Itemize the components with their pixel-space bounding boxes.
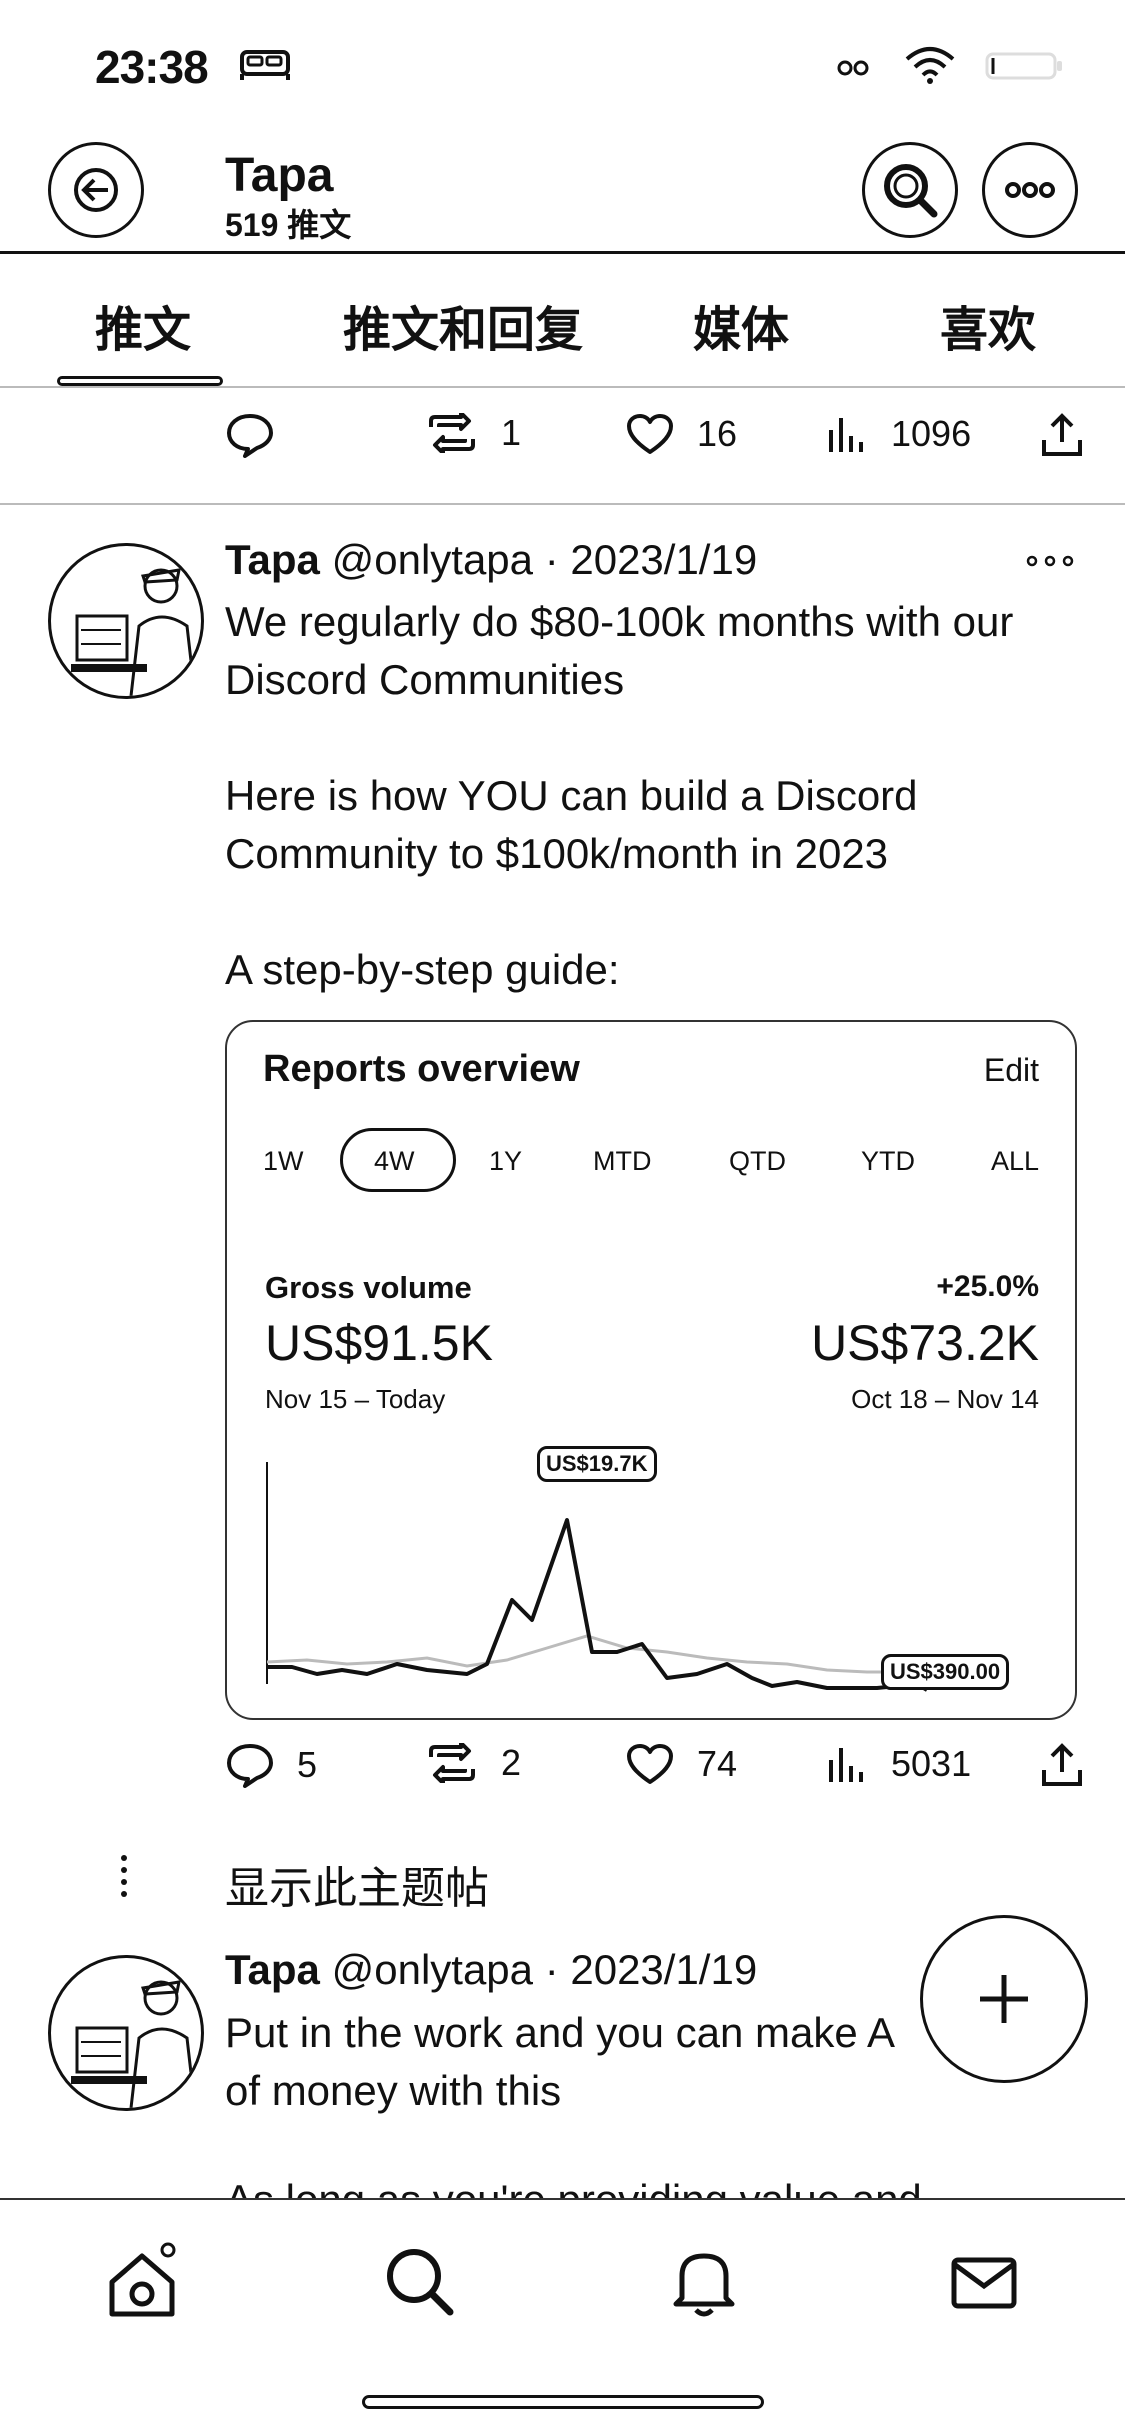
retweet-count: 1 (501, 412, 522, 453)
retweet-icon (429, 413, 475, 453)
card-title: Reports overview (263, 1048, 580, 1090)
views-count: 1096 (891, 413, 972, 454)
views-button[interactable]: 5031 (825, 1742, 971, 1786)
share-icon (1042, 413, 1082, 456)
like-count: 16 (697, 413, 738, 454)
sleep-mode-icon (240, 50, 290, 80)
tweet-header: Tapa @onlytapa · 2023/1/19 (225, 1946, 757, 1994)
heart-icon (627, 414, 673, 454)
reply-count: 5 (297, 1744, 318, 1785)
report-card-image[interactable]: Reports overview Edit 1W 4W 1Y MTD QTD Y… (225, 1020, 1077, 1720)
tweet-count: 519 推文 (225, 207, 352, 243)
views-icon (829, 1748, 863, 1782)
period-qtd: QTD (729, 1146, 786, 1176)
profile-name: Tapa (225, 149, 334, 202)
profile-header: Tapa 519 推文 (0, 130, 1125, 254)
views-count: 5031 (891, 1743, 972, 1784)
author-handle: @onlytapa · 2023/1/19 (331, 1946, 758, 1993)
divider (0, 503, 1125, 505)
previous-range: Oct 18 – Nov 14 (851, 1384, 1039, 1414)
tab-media[interactable]: 媒体 (693, 304, 790, 357)
previous-value: US$73.2K (811, 1315, 1039, 1371)
current-period-line (267, 1518, 929, 1692)
plus-icon (980, 1975, 1028, 2023)
avatar-image (71, 568, 197, 696)
author-handle: @onlytapa · 2023/1/19 (331, 536, 758, 583)
metric-label: Gross volume (265, 1270, 472, 1305)
reply-icon (227, 414, 273, 458)
home-icon[interactable] (104, 2242, 184, 2322)
search-button[interactable] (862, 142, 958, 238)
explore-search-icon[interactable] (380, 2242, 460, 2322)
period-1y: 1Y (489, 1146, 523, 1176)
home-indicator (362, 2395, 764, 2409)
reply-icon (227, 1744, 273, 1788)
tab-tweets[interactable]: 推文 (95, 304, 192, 357)
compose-button[interactable] (920, 1915, 1088, 2083)
tweet-text: Put in the work and you can make A of mo… (225, 2009, 896, 2114)
status-time: 23:38 (95, 41, 209, 93)
avatar-image (71, 1980, 197, 2108)
back-button[interactable] (48, 142, 144, 238)
period-4w: 4W (374, 1146, 415, 1176)
more-icon (1005, 182, 1055, 198)
author-name[interactable]: Tapa (225, 1946, 320, 1993)
share-button[interactable] (1040, 412, 1084, 458)
views-icon (829, 418, 863, 452)
metric-change: +25.0% (936, 1270, 1039, 1303)
period-all: ALL (991, 1146, 1040, 1176)
like-button[interactable]: 16 (625, 412, 737, 456)
thread-line-icon (121, 1855, 127, 1897)
retweet-button[interactable]: 1 (425, 412, 521, 454)
mail-icon[interactable] (944, 2242, 1024, 2322)
card-edit: Edit (983, 1052, 1039, 1088)
more-options-button[interactable] (982, 142, 1078, 238)
tweet-header: Tapa @onlytapa · 2023/1/19 (225, 536, 757, 584)
like-button[interactable]: 74 (625, 1742, 737, 1786)
tweet-actions: 5 2 74 5031 (225, 1742, 1085, 1802)
author-name[interactable]: Tapa (225, 536, 320, 583)
retweet-icon (429, 1743, 475, 1783)
bell-icon[interactable] (664, 2242, 744, 2322)
like-count: 74 (697, 1743, 738, 1784)
gross-volume-chart (266, 1462, 988, 1692)
avatar[interactable] (48, 1955, 204, 2111)
period-1w: 1W (263, 1146, 304, 1176)
period-mtd: MTD (593, 1146, 652, 1176)
active-tab-indicator (57, 376, 223, 386)
share-icon (1042, 1743, 1082, 1786)
views-button[interactable]: 1096 (825, 412, 971, 456)
current-range: Nov 15 – Today (265, 1384, 446, 1414)
tweet-text-clipped: As long as you're providing value and (225, 2176, 1025, 2198)
retweet-count: 2 (501, 1742, 522, 1783)
peak-value-label: US$19.7K (537, 1446, 657, 1482)
heart-icon (627, 1744, 673, 1784)
current-value: US$91.5K (265, 1315, 493, 1371)
share-button[interactable] (1040, 1742, 1084, 1788)
signal-icon (837, 60, 869, 76)
period-ytd: YTD (861, 1146, 915, 1176)
last-value-label: US$390.00 (881, 1654, 1010, 1690)
prev-tweet-actions: 1 16 1096 (225, 412, 1085, 472)
back-arrow-icon (74, 168, 118, 212)
tweet-text: We regularly do $80-100k months with our… (225, 598, 1014, 993)
wifi-icon (905, 47, 955, 84)
search-icon (884, 164, 938, 218)
status-bar: 23:38 (0, 0, 1125, 130)
retweet-button[interactable]: 2 (425, 1742, 521, 1784)
previous-period-line (266, 1634, 988, 1676)
tab-tweets-replies[interactable]: 推文和回复 (343, 304, 584, 357)
battery-icon (985, 52, 1062, 80)
avatar[interactable] (48, 543, 204, 699)
active-period-pill (340, 1128, 456, 1192)
reply-button[interactable] (225, 412, 297, 458)
tab-likes[interactable]: 喜欢 (940, 304, 1037, 357)
tweet-more-icon[interactable] (1025, 554, 1075, 568)
profile-tabs: 推文 推文和回复 媒体 喜欢 (0, 254, 1125, 388)
show-thread-link[interactable]: 显示此主题帖 (225, 1864, 489, 1913)
status-icons (835, 45, 1065, 85)
reply-button[interactable]: 5 (225, 1742, 317, 1788)
